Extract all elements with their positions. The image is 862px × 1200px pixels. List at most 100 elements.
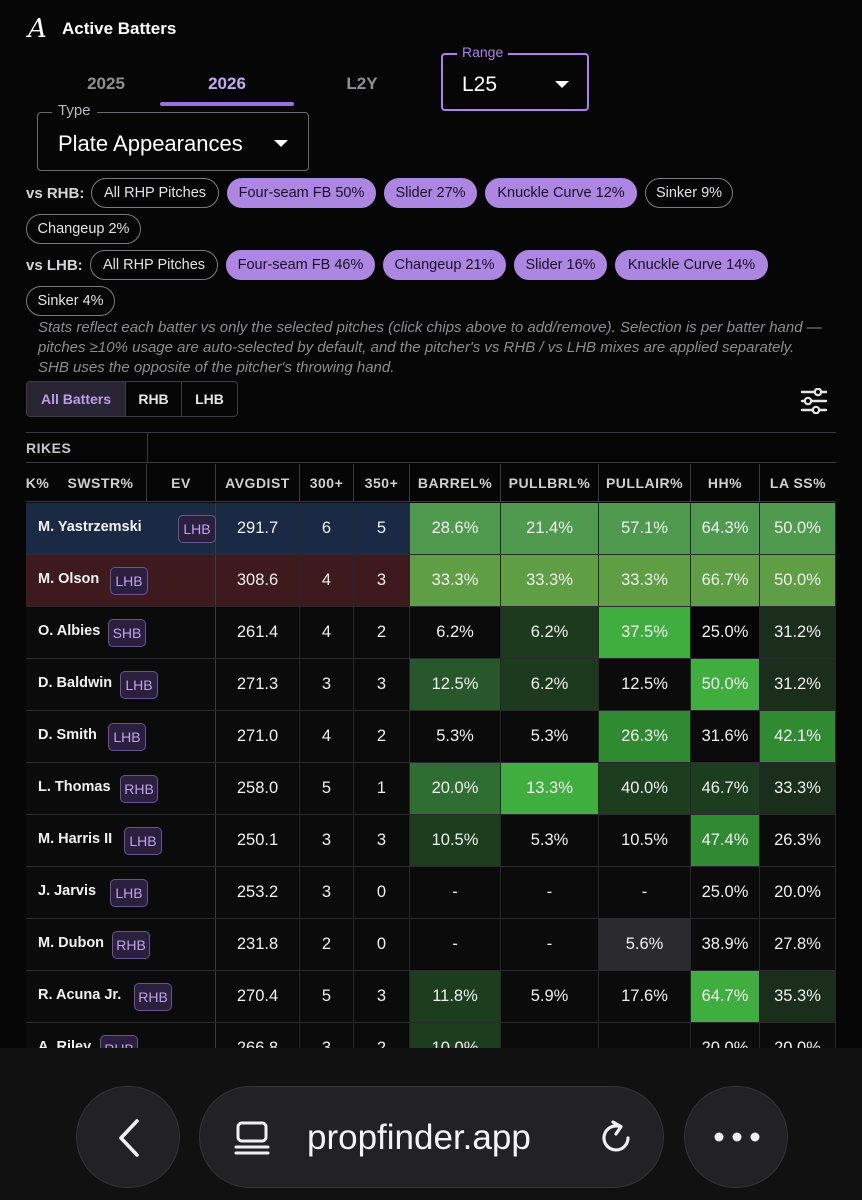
vs-rhb-label: vs RHB:	[26, 185, 85, 202]
cell-hh-pct: 66.7%	[691, 555, 760, 606]
player-name[interactable]: M. Olson	[38, 571, 100, 587]
table-row[interactable]: M. Dubon RHB 231.8 2 0- -5.6% 38.9% 27.8%	[26, 919, 836, 971]
cell-avgdist: 261.4	[216, 607, 300, 658]
chip-label: Four-seam FB 50%	[238, 185, 365, 201]
player-cell: M. Dubon RHB	[26, 919, 216, 970]
cell-avgdist: 253.2	[216, 867, 300, 918]
chip-rhb-sinker[interactable]: Sinker 9%	[645, 178, 733, 208]
cell-avgdist: 266.8	[216, 1023, 300, 1048]
col-header-avgdist[interactable]: AVGDIST	[216, 464, 300, 502]
player-name[interactable]: D. Smith	[38, 727, 97, 743]
filter-all-batters[interactable]: All Batters	[27, 382, 126, 416]
player-cell: M. Yastrzemski LHB	[26, 503, 216, 554]
cell-350-plus: 3	[354, 971, 410, 1022]
player-cell: M. Harris II LHB	[26, 815, 216, 866]
player-name[interactable]: M. Harris II	[38, 831, 113, 847]
cell-300-plus: 3	[300, 867, 354, 918]
col-header-350-plus[interactable]: 350+	[354, 464, 410, 502]
col-header-ev[interactable]: EV	[147, 464, 216, 502]
filter-rhb[interactable]: RHB	[126, 382, 182, 416]
range-select[interactable]: Range L25	[441, 44, 589, 111]
col-header-hh-pct[interactable]: HH%	[691, 464, 760, 502]
page-title: Active Batters	[62, 19, 177, 38]
filter-lhb[interactable]: LHB	[195, 391, 224, 407]
table-row[interactable]: M. Harris II LHB 250.1 3 3 10.5% 5.3% 10.5% 47.4…	[26, 815, 836, 867]
reload-icon[interactable]	[596, 1118, 636, 1158]
table-row[interactable]: M. Olson LHB 308.6 4 3 33.3% 33.3% 33.3% 66.7% 50…	[26, 555, 836, 607]
player-name[interactable]: M. Dubon	[38, 935, 105, 951]
chip-lhb-four-seam[interactable]: Four-seam FB 46%	[226, 250, 375, 280]
table-row[interactable]: D. Smith LHB 271.0 4 2 5.3% 5.3% 26.3% 31.6% 42.1…	[26, 711, 836, 763]
type-select[interactable]: Type Plate Appearances	[37, 102, 309, 171]
col-header-k-pct[interactable]: K%	[26, 475, 50, 491]
cell-pullair-pct: 37.5%	[599, 607, 691, 658]
tab-label: 2026	[208, 74, 246, 93]
table-row[interactable]: O. Albies SHB 261.4 4 2 6.2% 6.2% 37.5% 25.0% 31.…	[26, 607, 836, 659]
cell-350-plus: 3	[354, 555, 410, 606]
cell-la-ss-pct: 31.2%	[760, 607, 836, 658]
player-name[interactable]: M. Yastrzemski	[38, 519, 142, 535]
cell-hh-pct: 47.4%	[691, 815, 760, 866]
batter-hand-badge: LHB	[178, 515, 216, 543]
col-header-barrel-pct[interactable]: BARREL%	[410, 464, 501, 502]
cell-avgdist: 271.3	[216, 659, 300, 710]
chip-lhb-all[interactable]: All RHP Pitches	[90, 250, 218, 280]
col-header-swstr-pct[interactable]: SWSTR%	[55, 464, 147, 502]
chip-rhb-changeup[interactable]: Changeup 2%	[26, 214, 141, 244]
cell-350-plus: 2	[354, 711, 410, 762]
player-name[interactable]: R. Acuna Jr.	[38, 987, 122, 1003]
player-name[interactable]: D. Baldwin	[38, 675, 113, 691]
address-bar[interactable]: propfinder.app	[199, 1086, 664, 1188]
table-row[interactable]: R. Acuna Jr. RHB 270.4 5 3 11.8% 5.9% 17.6% 64.7…	[26, 971, 836, 1023]
col-header-pullbrl-pct[interactable]: PULLBRL%	[501, 464, 599, 502]
cell-hh-pct: 38.9%	[691, 919, 760, 970]
column-settings-icon[interactable]	[800, 388, 828, 414]
player-name[interactable]: J. Jarvis	[38, 883, 97, 899]
cell-hh-pct: 20.0%	[691, 1023, 760, 1048]
chip-lhb-knuckle-curve[interactable]: Knuckle Curve 14%	[615, 250, 768, 280]
batter-hand-badge: RHB	[112, 931, 150, 959]
range-value: L25	[462, 73, 498, 96]
chip-rhb-all[interactable]: All RHP Pitches	[91, 178, 219, 208]
cell-hh-pct: 46.7%	[691, 763, 760, 814]
tab-2026[interactable]: 2026	[160, 72, 294, 106]
cell-pullbrl-pct: 6.2%	[501, 659, 599, 710]
cell-350-plus: 2	[354, 1023, 410, 1048]
cell-300-plus: 5	[300, 763, 354, 814]
player-cell: O. Albies SHB	[26, 607, 216, 658]
cell-pullbrl-pct: 5.3%	[501, 711, 599, 762]
col-header-300-plus[interactable]: 300+	[300, 464, 354, 502]
cell-350-plus: 0	[354, 919, 410, 970]
table-row[interactable]: D. Baldwin LHB 271.3 3 3 12.5% 6.2% 12.5% 50.0% 3…	[26, 659, 836, 711]
chip-lhb-changeup[interactable]: Changeup 21%	[383, 250, 506, 280]
table-row[interactable]: L. Thomas RHB 258.0 5 1 20.0% 13.3% 40.0% 46.7% 3…	[26, 763, 836, 815]
cell-pullair-pct: 40.0%	[599, 763, 691, 814]
cell-barrel-pct: -	[410, 919, 501, 970]
player-name[interactable]: L. Thomas	[38, 779, 111, 795]
cell-avgdist: 231.8	[216, 919, 300, 970]
player-cell: M. Olson LHB	[26, 555, 216, 606]
batter-hand-badge: LHB	[110, 567, 148, 595]
cell-barrel-pct: 20.0%	[410, 763, 501, 814]
table-row[interactable]: J. Jarvis LHB 253.2 3 0- - -25.0% 20.0%	[26, 867, 836, 919]
table-row[interactable]: M. Yastrzemski LHB 291.7 6 5 28.6% 21.4% 57.1% 6…	[26, 503, 836, 555]
chip-rhb-slider[interactable]: Slider 27%	[384, 178, 477, 208]
more-options-button[interactable]	[684, 1086, 788, 1188]
player-name[interactable]: A. Riley	[38, 1039, 92, 1048]
col-header-pullair-pct[interactable]: PULLAIR%	[599, 464, 691, 502]
cell-350-plus: 1	[354, 763, 410, 814]
cell-pullair-pct: 26.3%	[599, 711, 691, 762]
chip-lhb-sinker[interactable]: Sinker 4%	[26, 286, 115, 316]
tab-l2y[interactable]: L2Y	[308, 72, 416, 106]
chip-rhb-knuckle-curve[interactable]: Knuckle Curve 12%	[485, 178, 637, 208]
chip-label: Knuckle Curve 12%	[497, 185, 625, 201]
tab-2025[interactable]: 2025	[52, 72, 160, 106]
chip-lhb-slider[interactable]: Slider 16%	[514, 250, 607, 280]
player-name[interactable]: O. Albies	[38, 623, 101, 639]
player-cell: R. Acuna Jr. RHB	[26, 971, 216, 1022]
col-header-la-ss-pct[interactable]: LA SS%	[769, 475, 827, 491]
chip-rhb-four-seam[interactable]: Four-seam FB 50%	[227, 178, 376, 208]
back-button[interactable]	[76, 1086, 180, 1188]
batter-hand-badge: LHB	[108, 723, 146, 751]
